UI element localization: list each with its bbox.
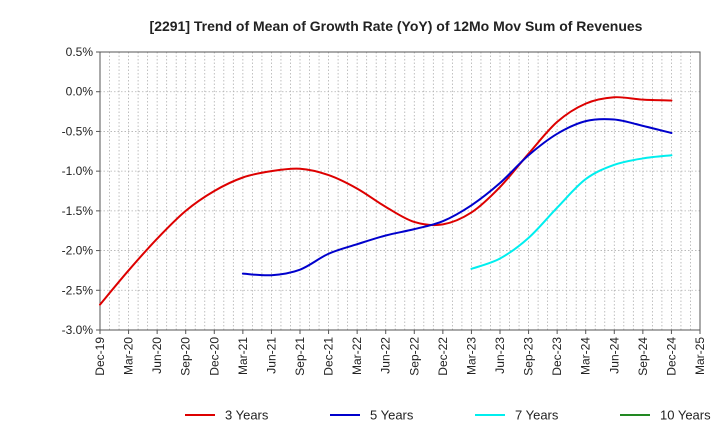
x-tick-label: Jun-21 bbox=[264, 337, 278, 374]
x-tick-label: Mar-21 bbox=[236, 337, 250, 375]
x-tick-label: Mar-25 bbox=[693, 337, 707, 375]
y-tick-label: -2.5% bbox=[62, 283, 94, 297]
x-tick-label: Dec-21 bbox=[322, 337, 336, 376]
series-line-7-years bbox=[470, 154, 673, 270]
x-tick-label: Sep-21 bbox=[293, 337, 307, 376]
legend-label-7-years: 7 Years bbox=[515, 408, 559, 423]
plot-area bbox=[100, 52, 700, 330]
y-tick-label: 0.0% bbox=[66, 85, 94, 99]
legend-label-10-years: 10 Years bbox=[660, 408, 711, 423]
y-tick-label: -1.0% bbox=[62, 164, 94, 178]
x-tick-label: Dec-24 bbox=[664, 337, 678, 376]
x-tick-label: Dec-20 bbox=[207, 337, 221, 376]
x-tick-label: Mar-22 bbox=[350, 337, 364, 375]
y-tick-label: -0.5% bbox=[62, 124, 94, 138]
y-tick-label: -2.0% bbox=[62, 244, 94, 258]
y-tick-label: -3.0% bbox=[62, 323, 94, 337]
x-tick-label: Mar-23 bbox=[464, 337, 478, 375]
x-tick-label: Sep-24 bbox=[636, 337, 650, 376]
chart-title: [2291] Trend of Mean of Growth Rate (YoY… bbox=[150, 18, 643, 34]
x-tick-label: Mar-24 bbox=[579, 337, 593, 375]
x-tick-label: Dec-23 bbox=[550, 337, 564, 376]
x-tick-label: Jun-24 bbox=[607, 337, 621, 374]
x-tick-label: Sep-23 bbox=[522, 337, 536, 376]
x-tick-label: Jun-22 bbox=[379, 337, 393, 374]
series-line-5-years bbox=[241, 118, 673, 277]
x-tick-label: Jun-20 bbox=[150, 337, 164, 374]
plot-frame bbox=[99, 51, 701, 331]
x-tick-label: Jun-23 bbox=[493, 337, 507, 374]
y-tick-label: 0.5% bbox=[66, 45, 94, 59]
x-tick-label: Dec-22 bbox=[436, 337, 450, 376]
x-tick-label: Sep-20 bbox=[179, 337, 193, 376]
legend-label-5-years: 5 Years bbox=[370, 408, 414, 423]
x-tick-label: Mar-20 bbox=[122, 337, 136, 375]
y-tick-label: -1.5% bbox=[62, 204, 94, 218]
x-tick-label: Sep-22 bbox=[407, 337, 421, 376]
series-line-3-years bbox=[99, 96, 673, 306]
x-tick-label: Dec-19 bbox=[93, 337, 107, 376]
legend-label-3-years: 3 Years bbox=[225, 408, 269, 423]
